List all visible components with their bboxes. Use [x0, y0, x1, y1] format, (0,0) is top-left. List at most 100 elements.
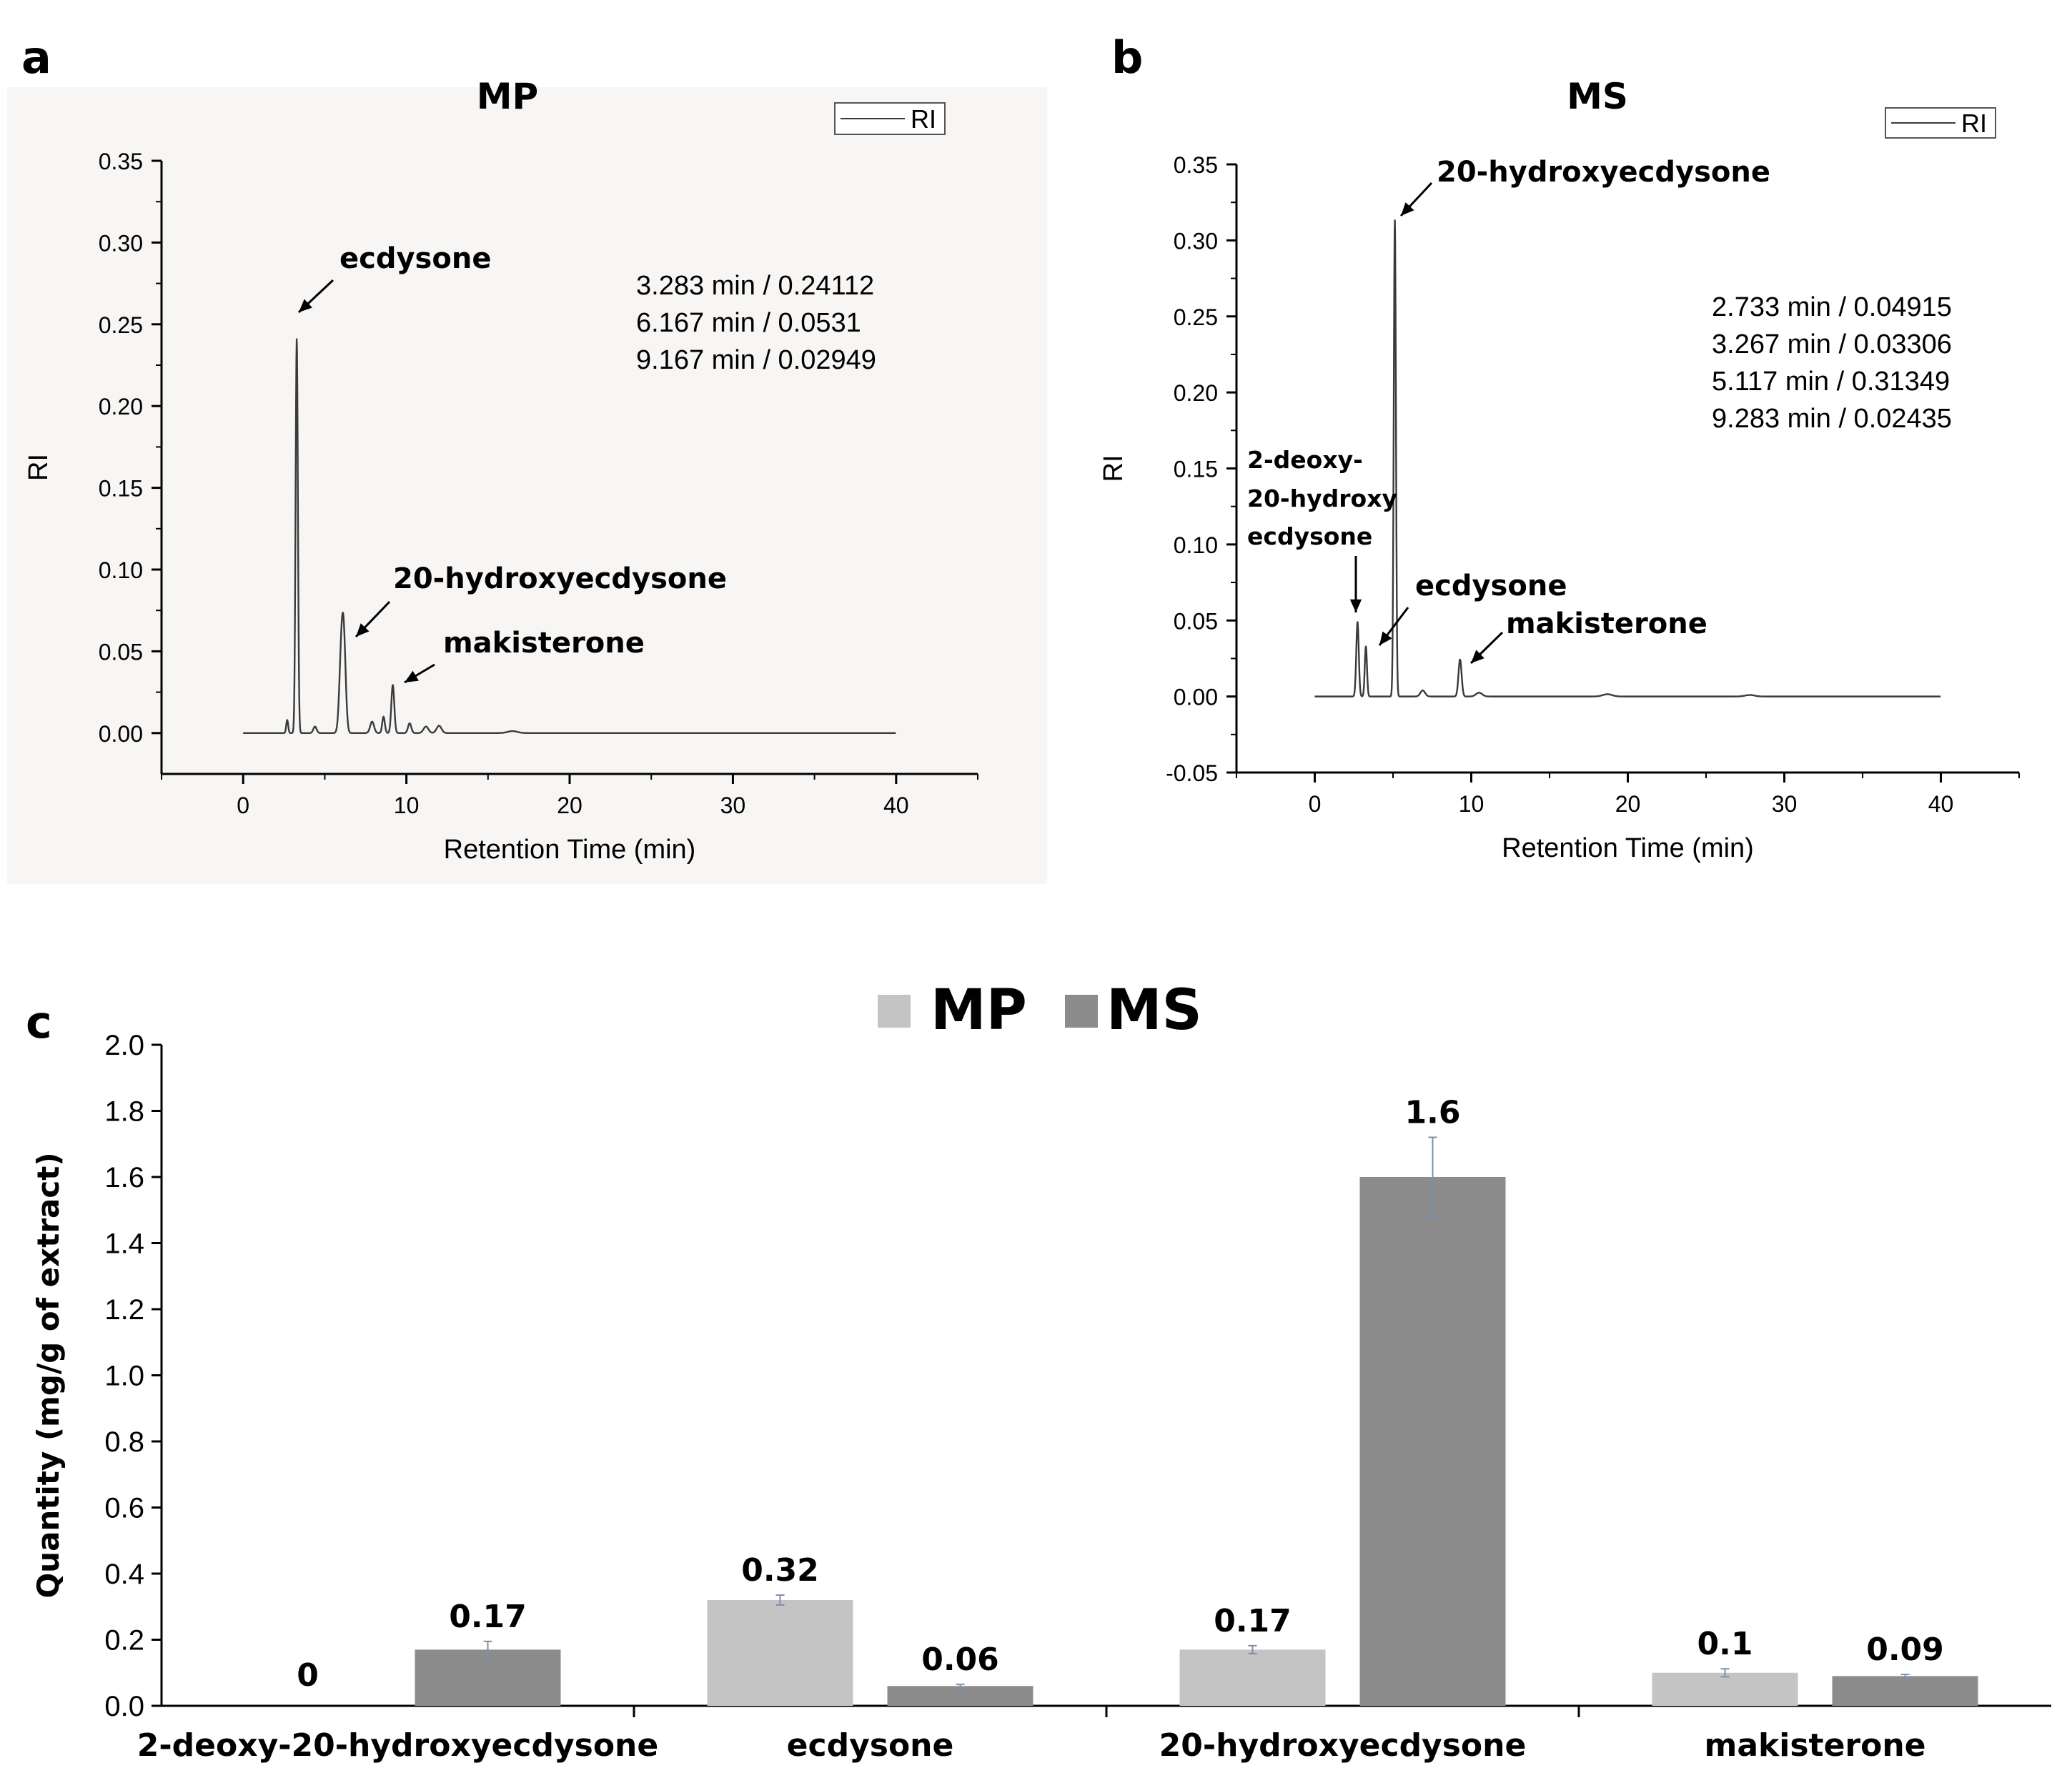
y-tick-label: 0.15: [99, 476, 143, 502]
y-tick-label: 0.35: [1174, 152, 1218, 178]
bar-ms: [415, 1649, 561, 1706]
bar-value-label: 0.17: [449, 1599, 527, 1635]
legend-label: RI: [911, 104, 936, 134]
y-axis-label: RI: [1099, 455, 1129, 482]
y-tick-label: 0.25: [1174, 304, 1218, 330]
peak-table-row: 9.283 min / 0.02435: [1712, 404, 1952, 434]
y-tick-label: 0.4: [104, 1559, 144, 1590]
peak-table-row: 5.117 min / 0.31349: [1712, 367, 1950, 397]
annotation-arrow-head: [356, 623, 370, 637]
category-label: 20-hydroxyecdysone: [1159, 1727, 1527, 1764]
peak-table-row: 3.283 min / 0.24112: [636, 271, 874, 301]
legend: MP MS: [878, 978, 1202, 1043]
legend: RI: [834, 102, 946, 135]
annotation-arrow-head: [1349, 599, 1362, 612]
y-tick-label: 0.30: [1174, 228, 1218, 254]
bar-value-label: 0.09: [1866, 1632, 1944, 1668]
panel-c-letter: c: [26, 996, 52, 1048]
x-tick-label: 10: [1459, 791, 1484, 817]
bar-ms: [1832, 1676, 1978, 1706]
annotation-arrow: [1469, 631, 1504, 665]
y-tick-label: 1.8: [104, 1096, 144, 1128]
x-tick-label: 20: [1615, 791, 1641, 817]
y-tick-label: -0.05: [1166, 760, 1218, 786]
annotation-arrow-head: [1401, 202, 1414, 216]
peak-annotation: makisterone: [443, 627, 645, 660]
peak-table-row: 3.267 min / 0.03306: [1712, 329, 1952, 359]
bar-ms: [1359, 1177, 1506, 1706]
y-tick-label: 0.0: [104, 1691, 144, 1722]
peak-annotation: 20-hydroxyecdysone: [1437, 156, 1770, 189]
y-tick-label: 0.00: [99, 721, 143, 747]
annotation-arrow: [1399, 182, 1433, 217]
x-tick-label: 30: [1772, 791, 1798, 817]
y-tick-label: 1.2: [104, 1294, 144, 1326]
x-tick-label: 10: [394, 793, 420, 818]
y-tick-label: 0.00: [1174, 685, 1218, 710]
y-tick-label: 0.10: [99, 557, 143, 583]
annotation-arrow: [355, 600, 391, 638]
panel-b-letter: b: [1111, 31, 1143, 84]
peak-annotation: ecdysone: [339, 242, 491, 275]
y-tick-label: 0.8: [104, 1426, 144, 1458]
annotation-arrow: [1378, 607, 1409, 646]
annotation-arrow-head: [1471, 650, 1484, 663]
bar-value-label: 0.32: [741, 1552, 819, 1589]
y-tick-label: 0.20: [1174, 380, 1218, 406]
x-tick-label: 20: [557, 793, 583, 818]
panel-a-letter: a: [21, 31, 51, 84]
y-tick-label: 0.35: [99, 149, 143, 174]
legend-label: RI: [1961, 109, 1987, 138]
x-axis-label: Retention Time (min): [1502, 833, 1754, 863]
bar-chart-quantity: 0.0 0.2 0.4 0.6 0.8 1.0 1.2 1.4 1.6 1.8 2.0 Quantit…: [31, 978, 2051, 1764]
category-label: makisterone: [1704, 1727, 1925, 1764]
y-tick-label: 0.25: [99, 312, 143, 338]
chart-a-title: MP: [477, 76, 538, 117]
category-label: ecdysone: [787, 1727, 954, 1764]
peak-annotation: ecdysone: [1247, 522, 1372, 550]
y-tick-label: 2.0: [104, 1030, 144, 1061]
peak-annotation: 20-hydroxy: [1247, 485, 1397, 512]
y-tick-label: 0.20: [99, 394, 143, 419]
legend-label-ms: MS: [1106, 978, 1202, 1043]
y-axis-label: Quantity (mg/g of extract): [31, 1152, 66, 1598]
chromatogram-trace: [1314, 219, 1941, 697]
bar-mp: [1179, 1649, 1326, 1706]
y-tick-label: 0.05: [99, 639, 143, 665]
legend-label-mp: MP: [931, 978, 1027, 1043]
x-tick-label: 0: [237, 793, 249, 818]
peak-annotation: makisterone: [1506, 607, 1707, 640]
peak-annotation: 2-deoxy-: [1247, 446, 1363, 474]
x-tick-label: 40: [1928, 791, 1954, 817]
bar-ms: [887, 1686, 1033, 1706]
annotation-arrow: [404, 663, 435, 684]
bar-mp: [707, 1600, 853, 1706]
chromatogram-mp: MP 0.00 0.05 0.10 0.15 0.20 0.25 0.30 0.35 0 10 20 3…: [24, 76, 978, 865]
legend-swatch-mp: [878, 995, 911, 1028]
bar-value-label: 0.06: [921, 1642, 999, 1678]
bar-value-label: 0.17: [1214, 1603, 1292, 1639]
y-tick-label: 0.05: [1174, 608, 1218, 634]
annotation-arrow-head: [1379, 631, 1392, 645]
y-tick-label: 1.0: [104, 1361, 144, 1392]
y-tick-label: 0.6: [104, 1493, 144, 1524]
annotation-arrow-head: [299, 299, 312, 312]
peak-table-row: 2.733 min / 0.04915: [1712, 292, 1952, 322]
chromatogram-trace: [242, 338, 897, 734]
chromatogram-ms: MS -0.05 0.00 0.05 0.10 0.15 0.20 0.25 0.30 0.35 0…: [1099, 76, 2020, 863]
bar-mp: [1652, 1672, 1798, 1706]
panel-a-background: [7, 87, 1047, 884]
peak-annotation: ecdysone: [1415, 570, 1567, 602]
annotation-arrow: [297, 279, 334, 314]
category-label: 2-deoxy-20-hydroxyecdysone: [137, 1727, 658, 1764]
x-axis-label: Retention Time (min): [444, 835, 696, 865]
y-tick-label: 0.15: [1174, 457, 1218, 482]
legend: RI: [1885, 107, 1996, 139]
peak-annotation: 20-hydroxyecdysone: [393, 562, 727, 595]
legend-swatch-ms: [1065, 995, 1098, 1028]
bar-value-label: 0: [297, 1657, 319, 1694]
y-tick-label: 1.6: [104, 1162, 144, 1193]
chart-b-title: MS: [1567, 76, 1628, 117]
x-tick-label: 30: [720, 793, 746, 818]
